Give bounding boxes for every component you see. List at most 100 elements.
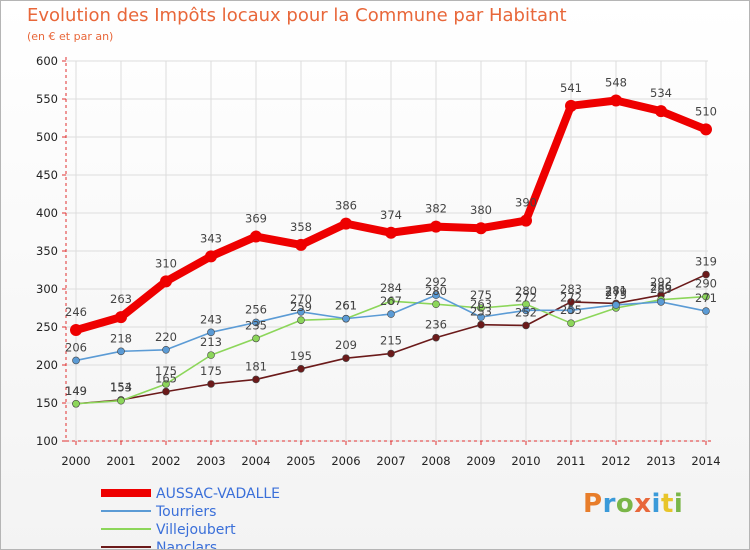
legend-label: Tourriers [155,504,216,520]
data-point [342,354,350,362]
logo-letter: o [615,489,635,519]
data-point [702,307,710,315]
y-tick-label: 400 [36,206,58,220]
data-label: 534 [650,86,672,100]
x-tick-label: 2005 [286,454,315,468]
series-tourriers [72,291,710,365]
data-label: 380 [470,203,492,217]
data-point [385,226,397,239]
data-point [205,250,217,263]
data-label: 220 [155,330,177,344]
data-label: 279 [605,285,627,299]
data-point [610,94,622,107]
data-point [430,220,442,233]
data-label: 246 [65,305,87,319]
y-tick-label: 500 [36,130,58,144]
data-label: 209 [335,338,357,352]
data-label: 272 [560,290,582,304]
data-label: 235 [245,318,267,332]
data-label: 541 [560,81,582,95]
data-label: 292 [425,275,447,289]
data-label: 213 [200,335,222,349]
data-point [72,356,80,365]
data-label: 149 [65,384,87,398]
data-point [72,399,80,408]
x-tick-label: 2012 [601,454,630,468]
data-point [117,396,125,405]
data-point [252,375,260,384]
data-point [160,275,172,288]
data-label: 275 [470,288,492,302]
legend-label: Nanclars [156,540,217,549]
x-tick-label: 2002 [151,454,180,468]
data-label: 181 [245,359,267,373]
data-point [565,99,577,112]
data-label: 292 [650,275,672,289]
data-label: 261 [335,299,357,313]
data-point [162,387,170,396]
data-label: 319 [695,255,717,269]
legend-label: AUSSAC-VADALLE [156,486,280,502]
data-label: 259 [290,300,312,314]
data-label: 548 [605,76,627,90]
data-label: 236 [425,318,447,332]
data-label: 272 [515,290,537,304]
data-point [612,301,620,309]
x-tick-label: 2001 [106,454,135,468]
data-point [252,318,260,327]
data-label: 310 [155,256,177,270]
y-tick-label: 300 [36,282,58,296]
x-tick-label: 2009 [466,454,495,468]
data-label: 358 [290,220,312,234]
data-point [207,380,215,388]
data-point [477,320,485,329]
logo-letter: i [673,489,684,519]
chart-subtitle: (en € et par an) [27,30,114,43]
x-tick-label: 2014 [691,454,720,468]
data-point [520,214,532,227]
x-tick-label: 2003 [196,454,225,468]
data-point [162,380,170,388]
logo-letter: x [634,489,652,519]
y-tick-label: 250 [36,320,58,334]
data-label: 284 [380,281,402,295]
data-label: 386 [335,199,357,213]
data-label: 255 [560,303,582,317]
y-tick-label: 150 [36,396,58,410]
proxiti-logo: Proxiti [583,489,683,519]
data-label: 286 [650,280,672,294]
data-label: 281 [605,283,627,297]
data-label: 267 [380,294,402,308]
x-tick-label: 2013 [646,454,675,468]
data-point [567,319,575,328]
y-tick-label: 350 [36,244,58,258]
data-point [522,321,530,330]
data-label: 175 [200,364,222,378]
data-label: 215 [380,334,402,348]
x-tick-label: 2007 [376,454,405,468]
data-point [432,300,440,309]
data-point [567,306,575,315]
data-point [387,297,395,305]
data-label: 206 [65,340,87,354]
y-tick-label: 600 [36,54,58,68]
x-tick-label: 2006 [331,454,360,468]
data-point [432,333,440,342]
logo-letter: r [602,489,616,519]
data-label: 280 [425,284,447,298]
data-point [342,314,350,323]
data-point [297,316,305,324]
data-point [115,311,127,324]
logo-letter: P [583,489,603,519]
data-point [340,217,352,230]
y-tick-label: 550 [36,92,58,106]
data-label: 263 [110,292,132,306]
x-tick-label: 2010 [511,454,540,468]
data-point [477,313,485,321]
data-label: 218 [110,331,132,345]
data-label: 283 [560,282,582,296]
data-point [702,270,710,279]
data-label: 271 [695,291,717,305]
